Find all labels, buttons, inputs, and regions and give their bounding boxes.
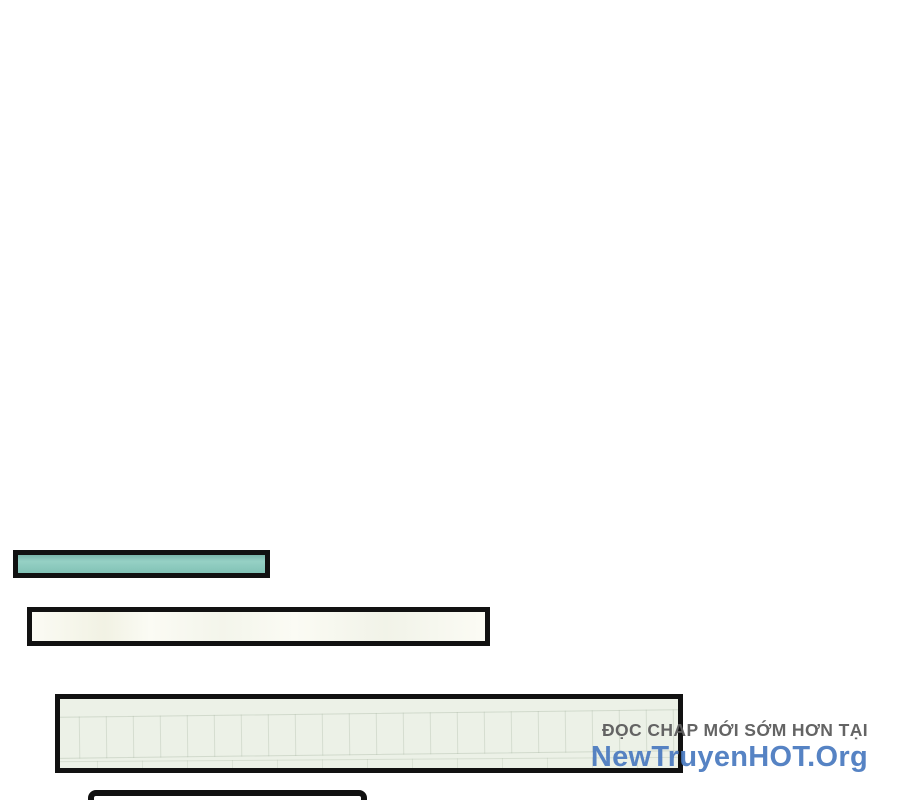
plank-brick-texture <box>60 709 678 759</box>
panel-large-plank <box>55 694 683 773</box>
watermark: ĐỌC CHAP MỚI SỚM HƠN TẠI NewTruyenHOT.Or… <box>591 720 868 773</box>
plank-brick-texture-lower <box>60 756 678 768</box>
panel-bottom-plank-partial <box>88 790 367 800</box>
watermark-site-name: NewTruyenHOT.Org <box>590 741 868 773</box>
panel-teal-plank <box>13 550 270 578</box>
panel-light-plank <box>27 607 490 646</box>
watermark-text: ĐỌC CHAP MỚI SỚM HƠN TẠI <box>601 720 868 740</box>
